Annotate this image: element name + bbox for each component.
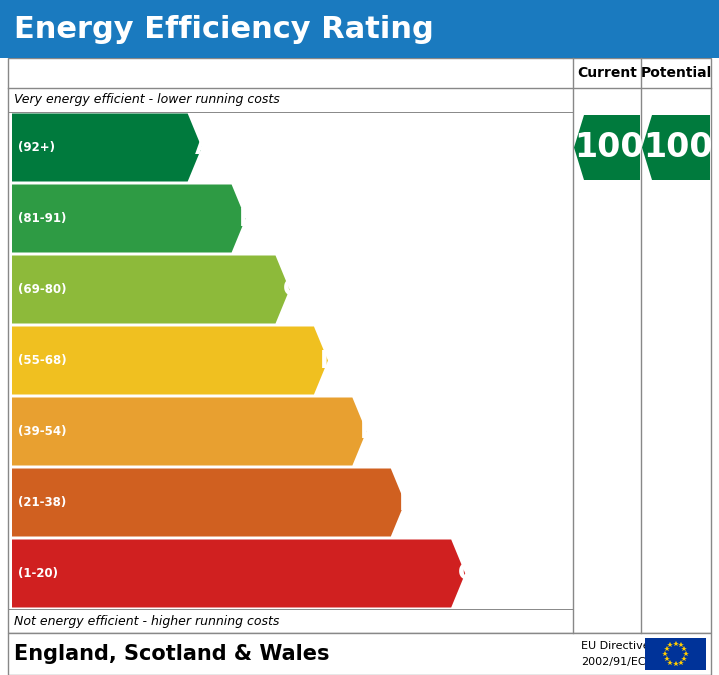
Text: Current: Current [577,66,637,80]
Polygon shape [12,327,328,394]
Text: Energy Efficiency Rating: Energy Efficiency Rating [14,14,434,43]
Bar [8,58,711,633]
Polygon shape [12,184,246,252]
Text: G: G [457,562,477,585]
Text: 100: 100 [574,131,644,164]
Text: (92+): (92+) [18,141,55,154]
Text: D: D [320,348,340,373]
Text: A: A [195,136,213,159]
Text: C: C [283,277,300,302]
Text: (39-54): (39-54) [18,425,66,438]
Text: (81-91): (81-91) [18,212,66,225]
Polygon shape [12,398,367,466]
Text: 2002/91/EC: 2002/91/EC [581,657,646,667]
Text: (69-80): (69-80) [18,283,66,296]
Polygon shape [574,115,640,180]
Polygon shape [12,468,405,537]
Text: (21-38): (21-38) [18,496,66,509]
Text: Very energy efficient - lower running costs: Very energy efficient - lower running co… [14,94,280,107]
Text: E: E [360,419,377,443]
Text: 100: 100 [644,131,713,164]
Polygon shape [12,539,465,608]
Bar [8,633,711,675]
Polygon shape [12,256,290,323]
Text: Potential: Potential [641,66,712,80]
Polygon shape [642,115,710,180]
Text: EU Directive: EU Directive [581,641,650,651]
Text: (55-68): (55-68) [18,354,67,367]
Text: (1-20): (1-20) [18,567,58,580]
Text: B: B [239,207,257,230]
Text: England, Scotland & Wales: England, Scotland & Wales [14,644,329,664]
Text: F: F [399,491,415,514]
Bar [645,638,706,670]
Bar [0,0,719,58]
Text: Not energy efficient - higher running costs: Not energy efficient - higher running co… [14,614,280,628]
Polygon shape [12,113,202,182]
